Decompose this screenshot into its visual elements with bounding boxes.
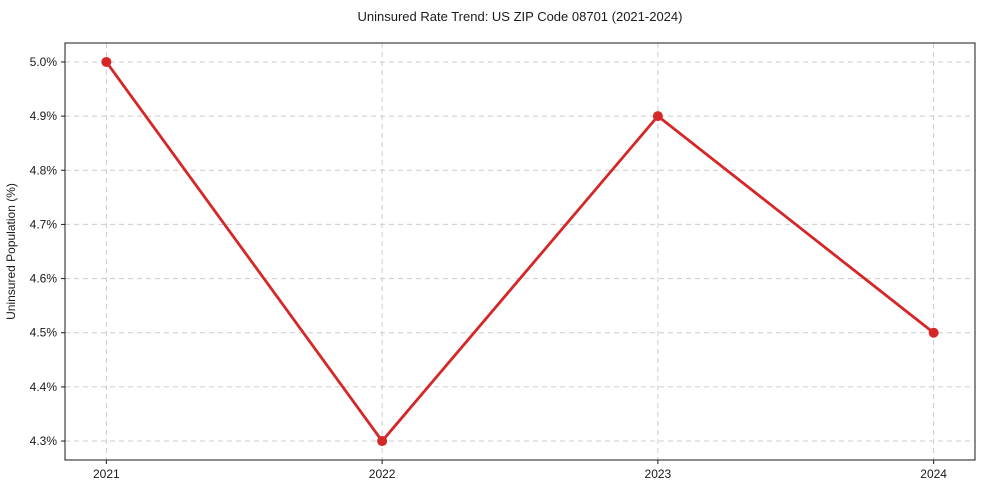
- data-point-marker: [101, 56, 112, 67]
- x-tick-label: 2023: [645, 467, 672, 481]
- y-tick-label: 4.5%: [30, 326, 58, 340]
- y-tick-label: 4.7%: [30, 217, 58, 231]
- chart-title: Uninsured Rate Trend: US ZIP Code 08701 …: [357, 9, 683, 24]
- x-tick-label: 2024: [920, 467, 947, 481]
- y-tick-label: 4.4%: [30, 380, 58, 394]
- data-point-marker: [377, 436, 388, 447]
- y-tick-label: 5.0%: [30, 55, 58, 69]
- x-tick-label: 2021: [93, 467, 120, 481]
- data-point-marker: [928, 327, 939, 338]
- data-point-marker: [652, 111, 663, 122]
- plot-border: [64, 42, 976, 461]
- y-tick-label: 4.6%: [30, 272, 58, 286]
- y-axis-label: Uninsured Population (%): [4, 183, 18, 320]
- y-tick-label: 4.9%: [30, 109, 58, 123]
- y-tick-label: 4.8%: [30, 163, 58, 177]
- trend-line: [104, 60, 936, 443]
- y-tick-label: 4.3%: [30, 434, 58, 448]
- x-tick-label: 2022: [369, 467, 396, 481]
